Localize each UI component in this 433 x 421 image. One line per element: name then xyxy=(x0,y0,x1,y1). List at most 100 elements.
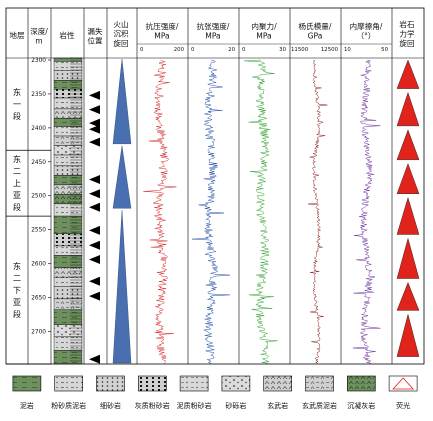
loss-marker xyxy=(89,354,100,364)
lithology-layer-mudstone xyxy=(53,309,83,325)
lithology-layer-silty-mudstone xyxy=(53,61,83,71)
lithology-layer-mudstone xyxy=(53,350,83,365)
legend-swatch-silty-mudstone xyxy=(54,375,84,392)
table-grid xyxy=(5,7,425,365)
lithology-legend: 泥岩 粉砂质泥岩 细砂岩 灰质粉砂岩 泥质粉砂岩 砂砾岩 玄武岩 玄武质泥岩 沉凝灰岩 荧光 xyxy=(12,375,418,410)
header-loss-position: 漏失位置 xyxy=(87,26,103,46)
mechanics-cycle-triangle xyxy=(396,313,420,357)
mechanics-cycle-column xyxy=(396,59,420,357)
mechanics-cycle-triangle xyxy=(396,59,420,89)
legend-swatch-fluorescence xyxy=(388,375,418,392)
lithology-layer-mudstone xyxy=(53,255,83,268)
mechanics-cycle-triangle xyxy=(396,197,420,235)
loss-marker xyxy=(89,202,100,212)
legend-label: 荧光 xyxy=(396,401,410,410)
depth-tick-label: 2350 xyxy=(31,92,46,98)
lithology-layer-mudstone xyxy=(53,118,83,127)
depth-axis: 2300 2350 2400 2450 2500 2550 2600 2650 2700 xyxy=(31,58,51,335)
scale-youngs-max: 12500 xyxy=(321,47,339,53)
mechanics-cycle-triangle xyxy=(396,129,420,161)
legend-label: 泥质粉砂岩 xyxy=(177,401,212,410)
lithology-layer-silty-mudstone xyxy=(53,336,83,351)
legend-swatch-sedimentary-tuff xyxy=(346,375,376,392)
lithology-layer-mudstone xyxy=(53,175,83,186)
depth-tick-label: 2650 xyxy=(31,296,46,302)
scale-cohesion-max: 30 xyxy=(279,47,286,53)
legend-swatch-calcareous-siltstone xyxy=(138,375,167,392)
loss-marker xyxy=(89,174,100,184)
legend-swatch-fine-sandstone xyxy=(96,375,125,392)
legend-label: 泥岩 xyxy=(20,401,34,410)
scale-tensile-max: 20 xyxy=(228,47,235,53)
loss-marker xyxy=(89,225,100,235)
legend-label: 沉凝灰岩 xyxy=(347,401,375,410)
mechanics-cycle-triangle xyxy=(396,281,420,311)
lithology-column xyxy=(53,57,83,365)
lithology-layer-argillaceous-siltstone xyxy=(53,126,83,137)
depth-tick-label: 2600 xyxy=(31,262,46,268)
loss-marker xyxy=(89,105,100,115)
scale-youngs-min: 11500 xyxy=(291,47,309,53)
header-volcanic-cycle: 火山沉积旋回 xyxy=(113,19,129,48)
cohesion-curve xyxy=(244,59,278,364)
lithology-layer-basalt xyxy=(53,108,83,119)
header-row: 地层 深度/m 岩性 漏失位置 火山沉积旋回 抗压强度/MPa 抗张强度/MPa… xyxy=(9,19,415,53)
fluorescence-icon xyxy=(392,377,415,390)
loss-marker xyxy=(89,189,100,199)
loss-marker xyxy=(89,255,100,265)
legend-label: 粉砂质泥岩 xyxy=(51,401,86,410)
header-tensile: 抗张强度/MPa xyxy=(197,21,230,41)
scale-compressive-max: 200 xyxy=(174,47,185,53)
lithology-layer-silty-mudstone xyxy=(53,276,83,287)
legend-swatch-basaltic-mudstone xyxy=(305,375,334,392)
lithology-layer-fine-sandstone xyxy=(53,165,83,176)
lithology-layer-basalt xyxy=(53,267,83,278)
lithology-layer-mudstone xyxy=(53,215,83,234)
loss-marker xyxy=(89,137,100,147)
loss-position-column xyxy=(89,90,100,364)
header-layer: 地层 xyxy=(9,30,25,40)
volcanic-cycle-triangle xyxy=(112,58,132,145)
loss-marker xyxy=(89,240,100,250)
legend-label: 砂砾岩 xyxy=(225,401,246,410)
scale-tensile-min: 0 xyxy=(191,47,195,53)
segment-label: 东二上亚段 xyxy=(13,154,21,212)
legend-swatch-gravel-sandstone xyxy=(221,375,251,392)
legend-label: 玄武质泥岩 xyxy=(302,401,337,410)
volcanic-cycle-triangle xyxy=(112,145,132,209)
lithology-layer-argillaceous-siltstone xyxy=(53,245,83,256)
legend-swatch-basalt xyxy=(263,375,293,392)
depth-tick-label: 2450 xyxy=(31,160,46,166)
legend-label: 细砂岩 xyxy=(100,401,121,410)
tensile-curve xyxy=(191,59,231,364)
scale-friction-min: 10 xyxy=(344,47,351,53)
loss-marker xyxy=(89,291,100,301)
segment-label: 东一段 xyxy=(13,87,21,121)
legend-label: 灰质粉砂岩 xyxy=(135,401,170,410)
volcanic-cycle-triangle xyxy=(112,210,132,364)
header-mechanics-cycle: 岩石力学旋回 xyxy=(399,19,415,48)
youngs-curve xyxy=(308,59,328,364)
scale-friction-max: 50 xyxy=(381,47,388,53)
legend-swatch-mudstone xyxy=(12,375,42,392)
compressive-curve xyxy=(143,59,177,364)
volcanic-cycle-column xyxy=(112,58,132,364)
lithology-layer-gravel-sandstone xyxy=(53,324,83,338)
header-friction: 内摩擦角/（°） xyxy=(350,21,383,41)
legend-swatch-argillaceous-siltstone xyxy=(179,375,209,392)
lithology-layer-silty-mudstone xyxy=(53,154,83,167)
lithology-layer-basaltic-mudstone xyxy=(53,135,83,146)
header-compressive: 抗压强度/MPa xyxy=(146,21,179,41)
lithology-layer-gravel-sandstone xyxy=(53,145,83,156)
friction-curve xyxy=(352,59,381,364)
mechanics-curves xyxy=(143,59,381,364)
mechanics-cycle-triangle xyxy=(396,163,420,194)
loss-marker xyxy=(89,90,100,100)
lithology-layer-calcareous-siltstone xyxy=(53,89,83,99)
depth-tick-label: 2700 xyxy=(31,329,46,335)
header-cohesion: 内聚力/MPa xyxy=(251,21,277,41)
lithology-layer-fine-sandstone xyxy=(53,286,83,300)
segment-label: 东二下亚段 xyxy=(13,261,21,319)
loss-marker xyxy=(89,124,100,134)
